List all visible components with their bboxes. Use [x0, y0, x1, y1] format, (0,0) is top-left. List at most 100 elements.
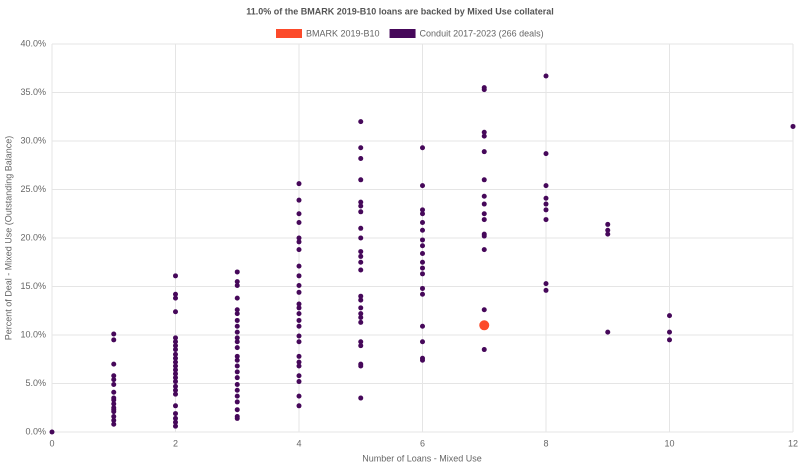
point	[296, 239, 302, 245]
point	[296, 363, 302, 369]
point	[543, 217, 549, 223]
point	[420, 265, 425, 271]
point	[296, 283, 302, 289]
x-tick-label: 4	[296, 438, 301, 448]
point	[481, 217, 487, 223]
point	[358, 253, 364, 259]
legend-label: BMARK 2019-B10	[306, 28, 380, 38]
point	[296, 333, 302, 339]
point	[667, 337, 672, 343]
point	[358, 203, 364, 209]
point	[543, 73, 549, 79]
point	[296, 305, 302, 311]
point	[420, 227, 425, 233]
x-tick-label: 6	[420, 438, 425, 448]
point	[358, 339, 364, 345]
point	[358, 199, 364, 205]
point	[49, 429, 55, 435]
point	[296, 301, 302, 307]
point	[234, 279, 240, 285]
point	[234, 295, 240, 301]
point	[173, 383, 178, 389]
point	[296, 289, 302, 295]
point	[481, 211, 487, 217]
point	[420, 243, 425, 249]
y-tick-label: 40.0%	[20, 38, 46, 48]
point	[420, 219, 425, 225]
point	[111, 413, 117, 419]
point	[543, 201, 549, 207]
point	[543, 151, 549, 157]
point	[420, 271, 425, 277]
point	[790, 123, 796, 129]
point	[234, 357, 240, 363]
point	[420, 259, 425, 265]
point	[420, 251, 425, 257]
point	[481, 233, 487, 239]
point	[234, 307, 240, 313]
point	[173, 411, 178, 417]
point	[296, 311, 302, 317]
point	[234, 269, 240, 275]
point	[173, 371, 178, 377]
point	[420, 291, 425, 297]
point	[420, 211, 425, 217]
point	[358, 343, 364, 349]
x-axis-label: Number of Loans - Mixed Use	[362, 453, 482, 463]
point	[358, 319, 364, 325]
point	[111, 331, 117, 337]
point	[111, 373, 117, 379]
x-tick-label: 0	[49, 438, 54, 448]
point	[173, 339, 178, 345]
point	[481, 307, 487, 313]
point	[479, 320, 490, 331]
point	[111, 377, 117, 383]
point	[543, 287, 549, 293]
point	[605, 329, 611, 335]
y-tick-label: 35.0%	[20, 87, 46, 97]
point	[296, 263, 302, 269]
legend-label: Conduit 2017-2023 (266 deals)	[420, 28, 544, 38]
point	[173, 273, 178, 279]
point	[543, 281, 549, 287]
point	[234, 335, 240, 341]
y-tick-label: 20.0%	[20, 232, 46, 242]
point	[173, 363, 178, 369]
point	[296, 339, 302, 345]
point	[358, 249, 364, 255]
point	[111, 381, 117, 387]
point	[358, 297, 364, 303]
point	[420, 323, 425, 329]
point	[173, 423, 178, 429]
point	[358, 395, 364, 401]
point	[296, 317, 302, 323]
point	[358, 363, 364, 369]
point	[234, 311, 240, 317]
point	[234, 375, 240, 381]
point	[296, 373, 302, 379]
point	[173, 343, 178, 349]
point	[173, 375, 178, 381]
point	[296, 323, 302, 329]
y-tick-label: 30.0%	[20, 135, 46, 145]
point	[667, 313, 672, 319]
point	[173, 359, 178, 365]
point	[111, 421, 117, 427]
point	[111, 401, 117, 407]
x-tick-label: 2	[173, 438, 178, 448]
point	[605, 221, 611, 227]
point	[234, 363, 240, 369]
point	[296, 247, 302, 253]
point	[234, 283, 240, 289]
point	[543, 183, 549, 189]
point	[173, 335, 178, 341]
point	[358, 225, 364, 231]
point	[481, 129, 487, 135]
point	[173, 295, 178, 301]
point	[296, 181, 302, 187]
y-tick-label: 15.0%	[20, 281, 46, 291]
point	[481, 247, 487, 253]
x-tick-label: 12	[788, 438, 798, 448]
point	[234, 317, 240, 323]
point	[420, 339, 425, 345]
